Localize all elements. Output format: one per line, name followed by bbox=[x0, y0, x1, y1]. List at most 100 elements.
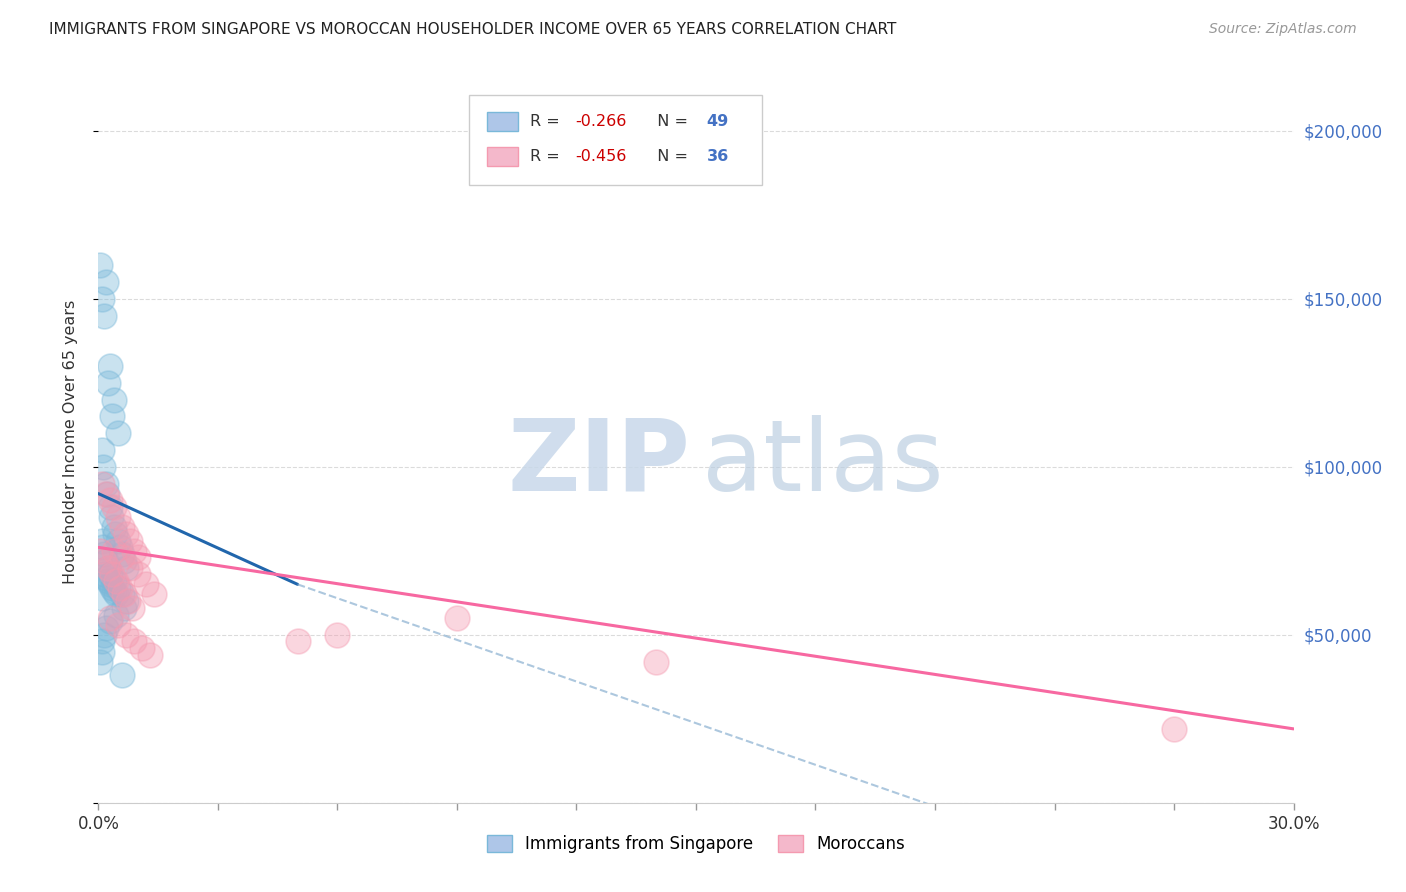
Text: 49: 49 bbox=[707, 114, 728, 129]
Point bbox=[111, 550, 134, 565]
Point bbox=[97, 560, 120, 574]
Text: -0.456: -0.456 bbox=[575, 149, 627, 163]
Point bbox=[103, 500, 125, 514]
Point bbox=[91, 541, 114, 555]
Point bbox=[97, 560, 120, 574]
Point bbox=[98, 577, 122, 591]
Point bbox=[89, 258, 111, 272]
Point bbox=[110, 541, 132, 555]
Text: ZIP: ZIP bbox=[508, 415, 690, 512]
Point bbox=[111, 668, 134, 682]
Point bbox=[96, 554, 118, 568]
Point bbox=[110, 581, 132, 595]
Text: IMMIGRANTS FROM SINGAPORE VS MOROCCAN HOUSEHOLDER INCOME OVER 65 YEARS CORRELATI: IMMIGRANTS FROM SINGAPORE VS MOROCCAN HO… bbox=[49, 22, 897, 37]
Point bbox=[139, 648, 162, 662]
Text: 36: 36 bbox=[707, 149, 728, 163]
Point bbox=[124, 543, 146, 558]
Text: -0.266: -0.266 bbox=[575, 114, 627, 129]
Text: atlas: atlas bbox=[702, 415, 943, 512]
FancyBboxPatch shape bbox=[486, 112, 517, 131]
Point bbox=[115, 560, 138, 574]
Point bbox=[131, 641, 153, 656]
Point bbox=[90, 644, 112, 658]
Point bbox=[143, 587, 166, 601]
Point bbox=[104, 527, 127, 541]
Point bbox=[96, 275, 118, 289]
Point bbox=[1163, 722, 1185, 736]
Point bbox=[105, 607, 128, 622]
Y-axis label: Householder Income Over 65 years: Householder Income Over 65 years bbox=[63, 300, 77, 583]
Text: N =: N = bbox=[647, 114, 693, 129]
Point bbox=[446, 611, 468, 625]
Point bbox=[97, 376, 120, 390]
Point bbox=[120, 560, 142, 574]
Point bbox=[112, 554, 135, 568]
Point bbox=[98, 615, 122, 629]
Point bbox=[121, 600, 143, 615]
Point bbox=[107, 581, 129, 595]
Point bbox=[91, 533, 114, 548]
Point bbox=[124, 634, 146, 648]
Point bbox=[107, 617, 129, 632]
Point bbox=[100, 510, 122, 524]
Point bbox=[89, 543, 111, 558]
Point bbox=[93, 628, 115, 642]
Point bbox=[90, 292, 112, 306]
Point bbox=[645, 655, 668, 669]
Point bbox=[93, 547, 115, 561]
Point bbox=[107, 510, 129, 524]
Text: R =: R = bbox=[530, 114, 565, 129]
Point bbox=[287, 634, 309, 648]
Point bbox=[103, 392, 125, 407]
Point bbox=[89, 655, 111, 669]
Point bbox=[98, 567, 122, 582]
Text: N =: N = bbox=[647, 149, 693, 163]
Point bbox=[91, 476, 114, 491]
Point bbox=[105, 574, 128, 588]
FancyBboxPatch shape bbox=[486, 147, 517, 166]
Point bbox=[96, 486, 118, 500]
Text: Source: ZipAtlas.com: Source: ZipAtlas.com bbox=[1209, 22, 1357, 37]
Point bbox=[98, 493, 122, 508]
FancyBboxPatch shape bbox=[470, 95, 762, 185]
Point bbox=[115, 628, 138, 642]
Point bbox=[135, 577, 157, 591]
Point bbox=[93, 567, 115, 582]
Point bbox=[91, 442, 114, 457]
Point bbox=[98, 359, 122, 373]
Point bbox=[91, 634, 114, 648]
Point bbox=[115, 594, 138, 608]
Point bbox=[98, 500, 121, 514]
Point bbox=[112, 600, 135, 615]
Point bbox=[117, 594, 139, 608]
Point bbox=[103, 543, 125, 558]
Point bbox=[107, 426, 129, 441]
Point bbox=[91, 459, 114, 474]
Point bbox=[94, 476, 117, 491]
Point bbox=[90, 591, 112, 605]
Point bbox=[96, 486, 118, 500]
Point bbox=[101, 409, 124, 424]
Point bbox=[93, 554, 115, 568]
Point bbox=[103, 520, 125, 534]
Point bbox=[93, 309, 115, 323]
Point bbox=[127, 550, 149, 565]
Point bbox=[111, 520, 134, 534]
Point bbox=[111, 587, 134, 601]
Point bbox=[96, 571, 118, 585]
Text: R =: R = bbox=[530, 149, 565, 163]
Point bbox=[326, 628, 349, 642]
Point bbox=[107, 533, 129, 548]
Point bbox=[103, 574, 125, 588]
Point bbox=[97, 574, 120, 588]
Point bbox=[127, 567, 149, 582]
Point bbox=[103, 584, 125, 599]
Point bbox=[98, 611, 122, 625]
Legend: Immigrants from Singapore, Moroccans: Immigrants from Singapore, Moroccans bbox=[479, 828, 912, 860]
Point bbox=[101, 567, 124, 582]
Point bbox=[105, 587, 128, 601]
Point bbox=[111, 547, 134, 561]
Point bbox=[96, 621, 118, 635]
Point bbox=[101, 581, 124, 595]
Point bbox=[115, 527, 138, 541]
